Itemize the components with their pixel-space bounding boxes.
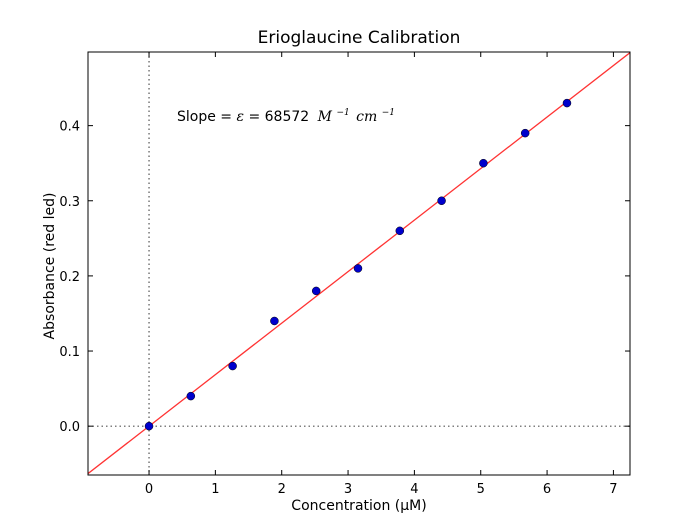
data-point [437,196,446,206]
x-axis-label: Concentration (μM) [291,498,426,514]
x-tick-label: 4 [410,482,418,497]
plot-frame [87,51,631,476]
data-point [311,286,321,296]
data-point [353,264,363,273]
data-point [562,98,572,108]
plot-area: 0 1 2 3 4 5 6 7 0.0 0.1 0.2 0.3 0.4 [59,51,631,497]
unit-cm-exponent: −1 [382,108,395,118]
data-point [228,361,237,371]
y-tick-label: 0.4 [59,120,80,135]
plot-data-group [88,52,630,475]
y-axis-label: Absorbance (red led) [42,193,58,340]
fit-line [88,52,630,475]
y-tick-label: 0.3 [59,195,80,210]
slope-equals: = [248,109,264,125]
x-tick-label: 7 [609,482,617,497]
slope-annotation: Slope = ε = 68572 M −1 cm −1 [177,103,395,125]
unit-cm: cm [356,109,377,125]
data-point [144,421,154,431]
x-tick-label: 2 [278,482,286,497]
data-point [270,316,279,326]
data-point [520,128,530,138]
unit-molar: M [317,109,333,125]
data-point [395,226,405,236]
slope-prefix: Slope = [177,109,236,125]
x-tick-label: 6 [543,482,551,497]
y-tick-label: 0.2 [59,270,80,285]
data-point [479,158,488,168]
x-tick-label: 3 [344,482,352,497]
y-tick-label: 0.1 [59,345,80,360]
y-tick-label: 0.0 [59,420,80,435]
epsilon-symbol: ε [236,109,244,125]
slope-value: 68572 [265,109,310,125]
unit-molar-exponent: −1 [336,108,349,118]
x-tick-label: 1 [211,482,219,497]
data-point [186,391,196,401]
x-tick-label: 5 [477,482,485,497]
x-tick-label: 0 [145,482,153,497]
chart-title: Erioglaucine Calibration [258,28,461,48]
